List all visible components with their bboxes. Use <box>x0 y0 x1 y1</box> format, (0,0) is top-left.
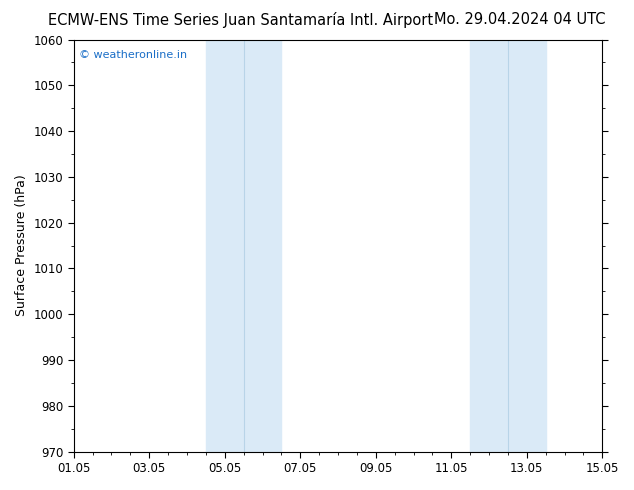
Text: © weatheronline.in: © weatheronline.in <box>79 50 187 60</box>
Bar <box>206 40 281 452</box>
Text: ECMW-ENS Time Series Juan Santamaría Intl. Airport: ECMW-ENS Time Series Juan Santamaría Int… <box>48 12 434 28</box>
Bar <box>470 40 546 452</box>
Y-axis label: Surface Pressure (hPa): Surface Pressure (hPa) <box>15 175 28 317</box>
Text: Mo. 29.04.2024 04 UTC: Mo. 29.04.2024 04 UTC <box>434 12 605 27</box>
